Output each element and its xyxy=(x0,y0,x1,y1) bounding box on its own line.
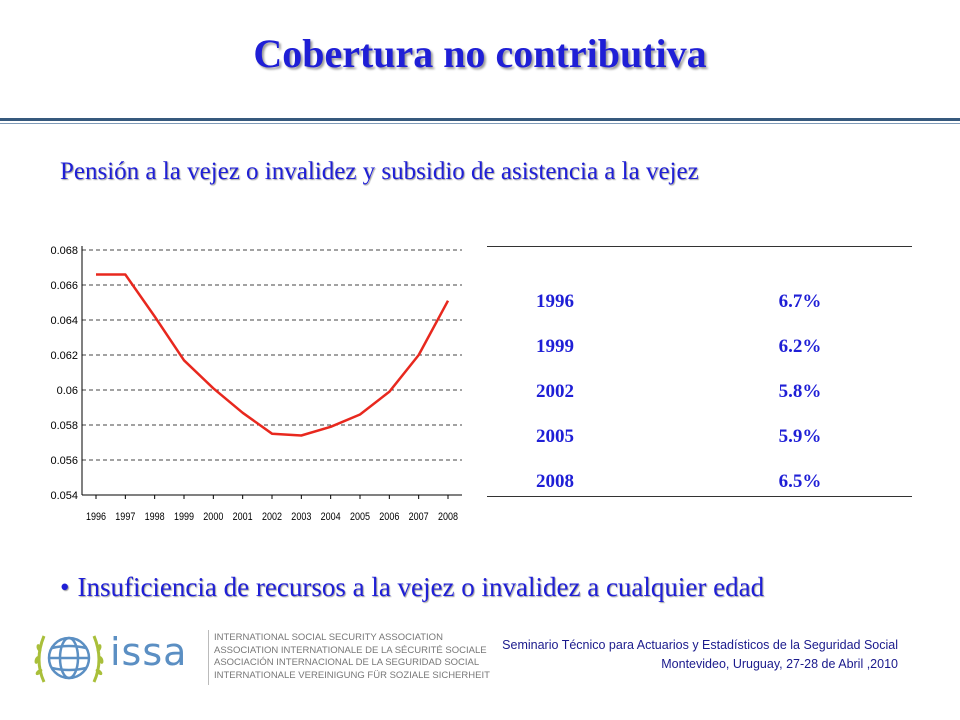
y-tick-label: 0.058 xyxy=(50,420,78,432)
table-value: 5.8% xyxy=(778,381,822,402)
table-top-rule xyxy=(487,246,912,247)
y-tick-label: 0.066 xyxy=(50,280,78,292)
x-tick-label: 1997 xyxy=(115,511,135,523)
globe-laurel-icon xyxy=(34,635,104,683)
table-value: 5.9% xyxy=(778,426,822,447)
issa-name-en: INTERNATIONAL SOCIAL SECURITY ASSOCIATIO… xyxy=(214,632,443,643)
issa-name-es: ASOCIACIÓN INTERNACIONAL DE LA SEGURIDAD… xyxy=(214,657,480,668)
table-year: 1999 xyxy=(536,336,574,357)
table-year: 2008 xyxy=(536,471,574,492)
logo-separator xyxy=(208,630,209,685)
series-line xyxy=(96,273,450,437)
x-tick-label: 2005 xyxy=(350,511,370,523)
x-tick-label: 2006 xyxy=(379,511,399,523)
table-bottom-rule xyxy=(487,496,912,497)
table-year: 1996 xyxy=(536,291,574,312)
table-value: 6.2% xyxy=(778,336,822,357)
x-tick-label: 2008 xyxy=(438,511,458,523)
x-tick-label: 2001 xyxy=(233,511,253,523)
title-divider xyxy=(0,118,960,121)
line-chart: 0.054 0.056 0.058 0.06 0.062 0.064 0.066 0.068 1… xyxy=(50,245,462,523)
subtitle: Pensión a la vejez o invalidez y subsidi… xyxy=(60,158,699,185)
issa-logo: issa INTERNATIONAL SOCIAL SECURITY ASSOC… xyxy=(30,620,490,695)
y-tick-label: 0.06 xyxy=(57,385,78,397)
title-divider-thin xyxy=(0,123,960,124)
issa-names: INTERNATIONAL SOCIAL SECURITY ASSOCIATIO… xyxy=(214,632,490,682)
page-title: Cobertura no contributiva xyxy=(253,31,707,76)
footer-line-2: Montevideo, Uruguay, 27-28 de Abril ,201… xyxy=(661,657,898,671)
issa-name-fr: ASSOCIATION INTERNATIONALE DE LA SÉCURIT… xyxy=(214,644,487,656)
x-tick-label: 1996 xyxy=(86,511,106,523)
table-value: 6.7% xyxy=(778,291,822,312)
table-year: 2002 xyxy=(536,381,574,402)
y-tick-label: 0.054 xyxy=(50,490,78,502)
x-tick-label: 1999 xyxy=(174,511,194,523)
x-tick-label: 2007 xyxy=(409,511,429,523)
y-tick-label: 0.064 xyxy=(50,315,78,327)
table-year: 2005 xyxy=(536,426,574,447)
issa-wordmark: issa xyxy=(110,630,188,674)
x-tick-label: 2003 xyxy=(291,511,311,523)
bullet-text: Insuficiencia de recursos a la vejez o i… xyxy=(77,572,765,602)
y-tick-label: 0.068 xyxy=(50,245,78,257)
bullet-symbol: • xyxy=(60,572,70,602)
y-tick-label: 0.056 xyxy=(50,455,78,467)
y-tick-label: 0.062 xyxy=(50,350,78,362)
x-tick-label: 2002 xyxy=(262,511,282,523)
x-tick-label: 2004 xyxy=(321,511,341,523)
issa-name-de: INTERNATIONALE VEREINIGUNG FÜR SOZIALE S… xyxy=(214,669,490,681)
table-value: 6.5% xyxy=(778,471,822,492)
x-tick-label: 1998 xyxy=(145,511,165,523)
footer-event: Seminario Técnico para Actuarios y Estad… xyxy=(502,636,898,674)
footer-line-1: Seminario Técnico para Actuarios y Estad… xyxy=(502,638,898,652)
bullet-point: • Insuficiencia de recursos a la vejez o … xyxy=(60,572,764,603)
x-tick-label: 2000 xyxy=(203,511,223,523)
